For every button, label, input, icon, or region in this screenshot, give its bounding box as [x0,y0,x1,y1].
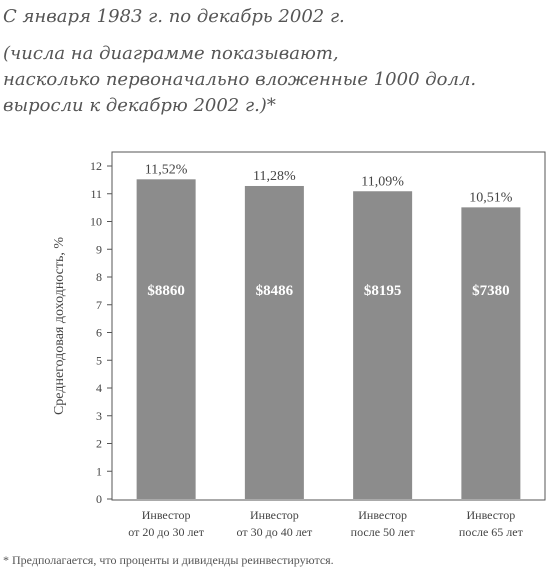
chart-note: (числа на диаграмме показывают, наскольк… [3,41,476,119]
x-category-label: Инвестор [467,508,516,522]
y-tick-label: 2 [96,437,102,451]
x-category-label: после 50 лет [351,525,416,539]
bar [244,185,304,500]
bar-value-label: 11,52% [145,162,188,177]
chart-note-line: выросли к декабрю 2002 г.)* [3,95,276,116]
bar [136,179,196,499]
y-tick-label: 3 [96,409,102,423]
chart-subtitle: С января 1983 г. по декабрь 2002 г. [3,6,345,27]
y-tick-label: 0 [96,492,102,506]
y-tick-label: 4 [96,381,102,395]
y-tick-label: 5 [96,353,102,367]
bar-inner-label: $8486 [256,283,294,299]
y-tick-label: 12 [90,159,102,173]
plot-frame [111,151,546,501]
bar-inner-label: $8195 [364,283,402,299]
y-tick-label: 10 [90,215,102,229]
y-axis-label: Среднегодовая доходность, % [52,237,67,415]
y-tick-label: 8 [96,270,102,284]
footnote: * Предполагается, что проценты и дивиден… [3,553,334,567]
x-category-label: от 20 до 30 лет [128,525,205,539]
bar-inner-label: $8860 [147,283,185,299]
y-tick-label: 6 [96,326,102,340]
y-tick-label: 1 [96,464,102,478]
y-tick-label: 7 [96,298,102,312]
y-tick-label: 9 [96,242,102,256]
bar-value-label: 11,09% [361,174,404,189]
bar-value-label: 11,28% [253,169,296,184]
bar [353,191,413,499]
x-category-label: Инвестор [142,508,191,522]
bar [461,207,521,499]
chart-note-line: насколько первоначально вложенные 1000 д… [3,69,477,90]
x-category-label: Инвестор [358,508,407,522]
bar-value-label: 10,51% [469,190,513,205]
chart-note-line: (числа на диаграмме показывают, [3,43,339,64]
x-category-label: после 65 лет [459,525,524,539]
bar-inner-label: $7380 [472,283,510,299]
x-category-label: Инвестор [250,508,299,522]
y-tick-label: 11 [90,187,102,201]
x-category-label: от 30 до 40 лет [237,525,314,539]
